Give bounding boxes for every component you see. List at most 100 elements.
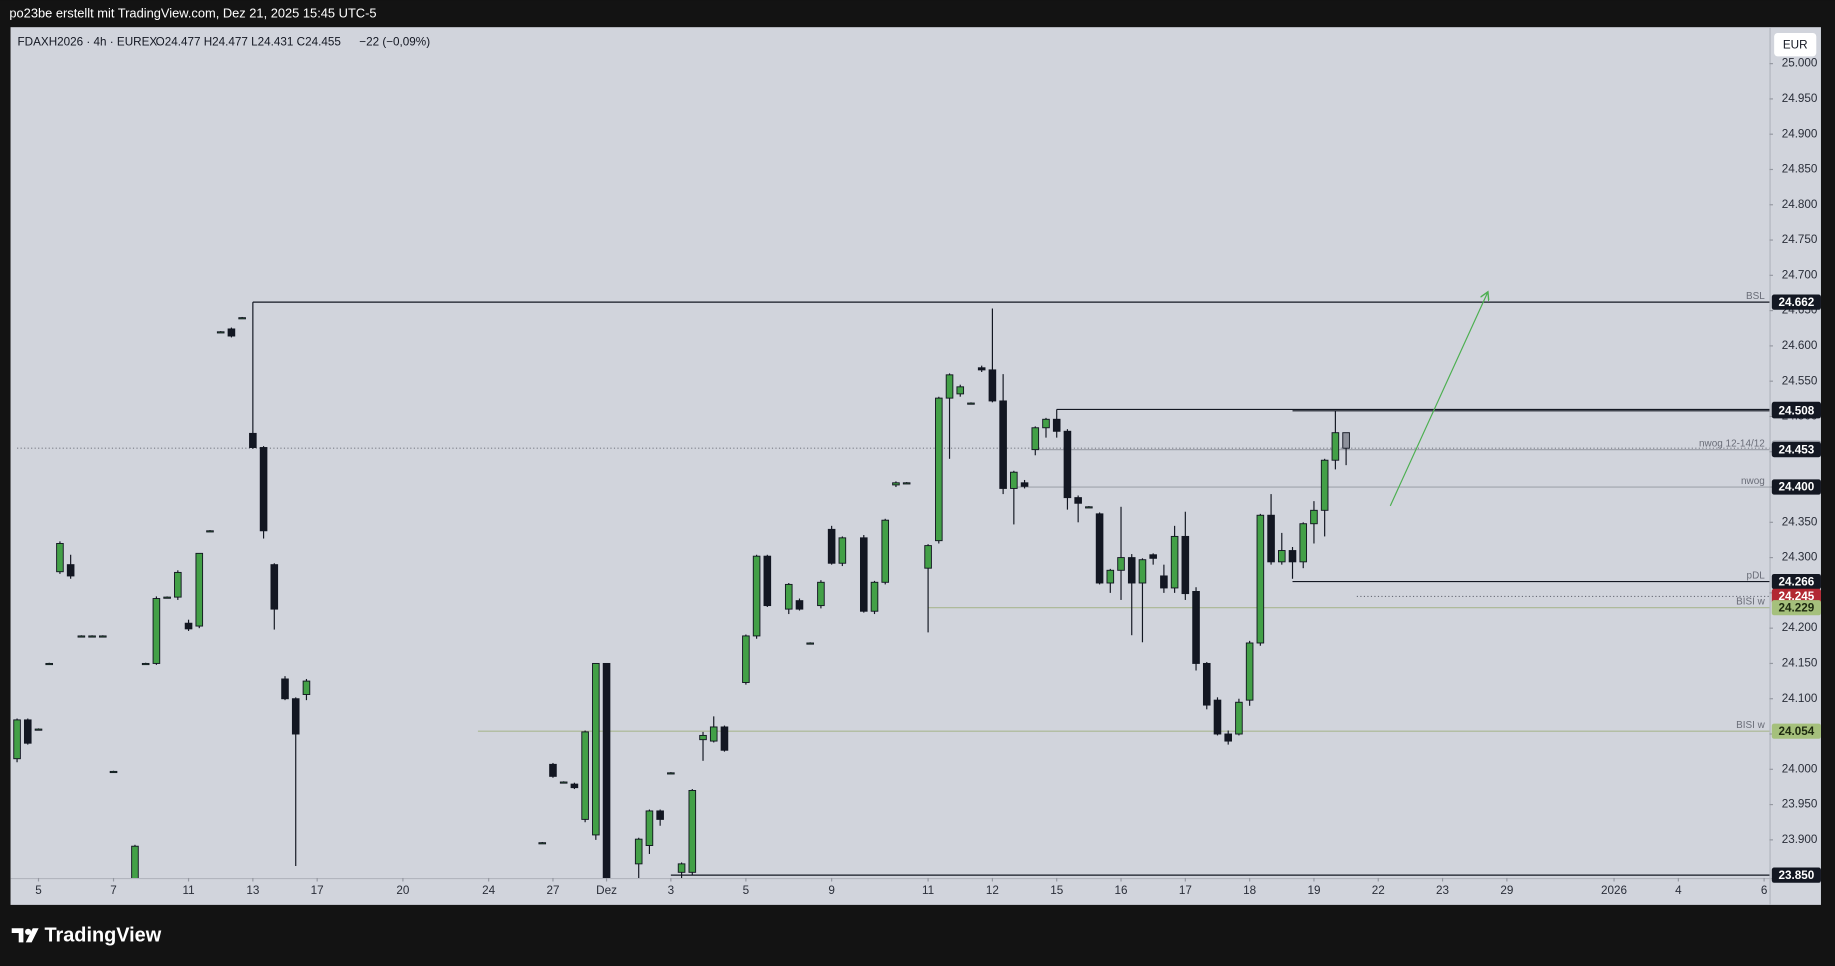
candle-body [720,726,729,751]
level-label: 24.245 [1779,590,1815,603]
level-label-bg [1771,479,1821,495]
level-name: BISI w [1736,720,1766,731]
legend-ohlc: O24.477 H24.477 L24.431 C24.455 [156,35,342,48]
level-label-bg [1771,723,1821,739]
candle-body [1192,591,1200,664]
candle-body [709,726,718,742]
y-tick-label: 24.150 [1782,657,1818,670]
candle-body [892,482,900,486]
y-tick-label: 24.950 [1782,92,1818,105]
candle-body [1245,642,1254,701]
currency-box[interactable] [1774,33,1817,57]
candle-body [859,537,868,612]
brand: TradingView [44,925,161,947]
x-tick-label: 5 [743,884,750,897]
candle-body [184,622,193,630]
candle-body [1342,432,1350,449]
candle-body [1181,535,1190,595]
candle-body [870,581,879,612]
candle-body [570,783,579,789]
x-tick-label: 11 [922,884,934,897]
y-tick-label: 24.200 [1782,621,1818,634]
candle-body [1074,497,1082,504]
candle-body [141,662,150,666]
candle-body [602,662,611,878]
x-tick-label: 17 [1179,884,1192,897]
candle-body [1010,471,1018,489]
candle-body [152,598,161,664]
x-tick-label: 27 [546,884,559,897]
candle-body [742,635,750,683]
candle-body [1149,554,1157,559]
candle-body [1170,535,1179,589]
legend-symbol: FDAXH2026 · 4h · EUREX [18,35,158,48]
level-label: 24.054 [1779,725,1815,738]
candle-body [902,482,911,485]
candle-body [1160,575,1168,589]
y-tick-label: 25.000 [1782,57,1818,70]
level-label: 24.453 [1779,443,1815,456]
y-tick-label: 24.900 [1782,127,1818,140]
candle-body [924,545,932,569]
level-label: 24.266 [1779,575,1815,588]
candle-body [109,770,118,774]
candle-body [1299,523,1308,563]
level-label: 24.662 [1779,296,1815,309]
candle-body [645,810,654,846]
x-tick-label: 16 [1115,884,1128,897]
candle-body [1267,514,1275,563]
candle-body [549,763,557,777]
x-tick-label: 17 [311,884,324,897]
level-label: 23.850 [1779,869,1815,882]
x-tick-label: 2026 [1601,884,1627,897]
level-label-bg [1771,573,1821,590]
drawing-arrow [1389,293,1487,507]
candle-body [88,635,96,638]
level-name: BISI w [1736,596,1766,607]
candle-body [66,564,75,577]
candle-body [817,581,825,607]
x-tick-label: 24 [482,884,496,897]
candle-body [688,789,697,873]
candle-body [1256,514,1265,644]
candle-body [131,845,139,878]
candle-body [259,447,268,532]
candle-body [1278,550,1286,563]
candle-body [227,328,236,337]
y-tick-label: 24.550 [1782,374,1818,387]
x-tick-label: 11 [182,884,194,897]
x-tick-label: 3 [668,884,675,897]
candle-body [538,842,547,845]
legend: FDAXH2026 · 4h · EUREX O24.477 H24.477 L… [18,35,431,48]
candle-body [935,397,943,542]
candle-body [23,719,32,744]
candle-body [281,678,289,700]
x-tick-label: 20 [396,884,410,897]
candle-body [174,571,182,598]
x-tick-label: 22 [1372,884,1385,897]
candle-body [249,432,257,448]
price-axis: 23.90023.95024.00024.05024.10024.15024.2… [1769,57,1821,883]
brand-icon-dot [25,928,32,935]
candle-body [1020,482,1029,487]
candle-body [1063,430,1072,499]
level-name: pDL [1747,570,1766,581]
chart-panel [10,27,1821,905]
candle-body [967,402,975,405]
level-label: 24.508 [1779,404,1815,417]
x-tick-label: 19 [1307,884,1320,897]
candle-body [302,680,311,695]
candle-body [1117,557,1125,571]
candle-body [1331,432,1340,461]
brand-icon [11,928,39,943]
header: po23be erstellt mit TradingView.com, Dez… [9,6,376,21]
currency: EUR [1783,38,1808,51]
y-tick-label: 24.750 [1782,233,1818,246]
candle-body [1085,506,1093,509]
y-tick-label: 24.600 [1782,339,1818,352]
x-tick-label: 12 [986,884,999,897]
candle-body [806,642,814,645]
candle-body [977,367,986,371]
candle-body [559,781,568,784]
y-tick-label: 24.300 [1782,551,1818,564]
